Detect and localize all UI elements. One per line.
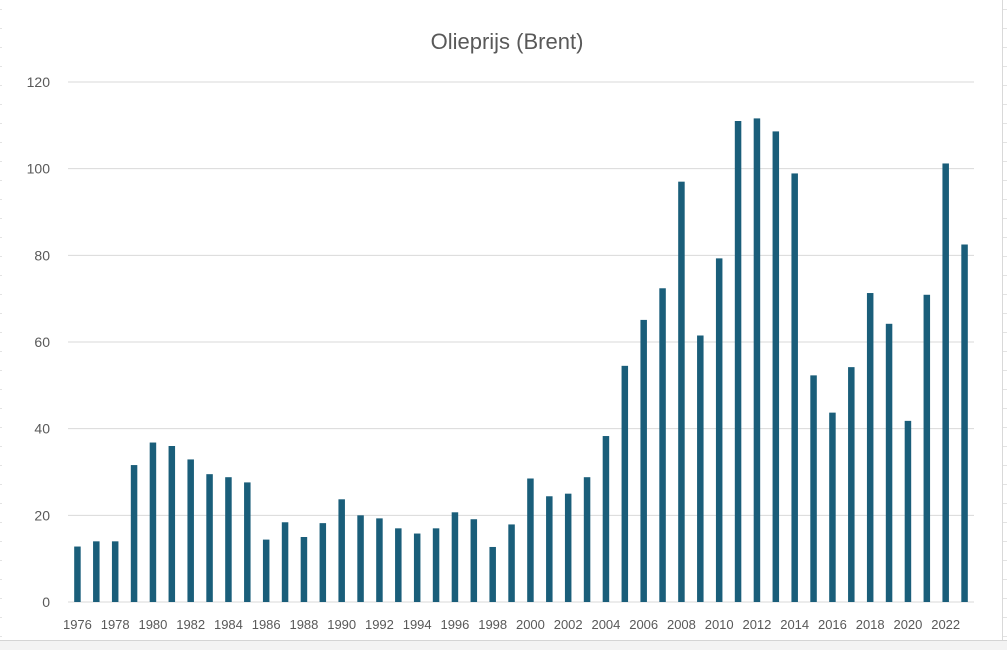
x-tick-label: 2008 <box>667 617 696 632</box>
bar-1999[interactable] <box>508 524 515 602</box>
bar-2001[interactable] <box>546 496 553 602</box>
x-tick-label: 2002 <box>554 617 583 632</box>
x-tick-label: 1976 <box>63 617 92 632</box>
bar-2009[interactable] <box>697 335 704 603</box>
bar-2010[interactable] <box>715 258 723 602</box>
bar-1979[interactable] <box>130 465 138 602</box>
x-tick-label: 1982 <box>176 617 205 632</box>
bar-1984[interactable] <box>225 477 232 602</box>
bar-1986[interactable] <box>262 539 270 602</box>
x-tick-label: 2016 <box>818 617 847 632</box>
x-tick-label: 1986 <box>252 617 281 632</box>
bar-2012[interactable] <box>753 118 761 603</box>
x-tick-label: 2014 <box>780 617 809 632</box>
bar-2020[interactable] <box>904 420 912 602</box>
y-tick-label: 0 <box>42 594 50 610</box>
bar-1988[interactable] <box>300 537 308 602</box>
x-tick-label: 2022 <box>931 617 960 632</box>
bars <box>74 118 968 603</box>
bar-1983[interactable] <box>206 474 213 602</box>
bar-2007[interactable] <box>659 288 666 602</box>
x-tick-label: 1996 <box>440 617 469 632</box>
bar-1985[interactable] <box>244 482 251 602</box>
bar-1987[interactable] <box>281 522 289 602</box>
chart-title[interactable]: Olieprijs (Brent) <box>431 29 584 54</box>
bar-2013[interactable] <box>772 131 780 602</box>
x-axis-labels: 1976 1978 1980 1982 1984 1986 1988 1990 1992 1994… <box>63 617 960 632</box>
bar-2022[interactable] <box>942 163 949 602</box>
y-tick-label: 80 <box>34 247 50 263</box>
x-tick-label: 1990 <box>327 617 356 632</box>
y-tick-label: 20 <box>34 507 50 523</box>
bar-1978[interactable] <box>111 541 119 602</box>
bar-2002[interactable] <box>564 493 572 602</box>
y-tick-label: 120 <box>27 74 51 90</box>
bar-2003[interactable] <box>583 477 591 602</box>
bar-1991[interactable] <box>357 515 364 602</box>
bar-1997[interactable] <box>470 519 478 602</box>
bar-1982[interactable] <box>187 459 194 602</box>
bar-1996[interactable] <box>451 512 459 602</box>
x-tick-label: 1978 <box>101 617 130 632</box>
bar-1977[interactable] <box>93 541 100 602</box>
bar-2017[interactable] <box>848 367 855 602</box>
sheet-bottom-strip <box>0 640 1007 650</box>
bar-2018[interactable] <box>866 293 874 602</box>
bar-1995[interactable] <box>432 528 440 602</box>
bar-1990[interactable] <box>338 499 345 602</box>
bar-2008[interactable] <box>678 181 685 602</box>
chart-area[interactable]: Olieprijs (Brent) 0 20 40 60 80 100 120 1976 19… <box>2 0 1003 640</box>
bar-2000[interactable] <box>527 478 534 603</box>
bar-1976[interactable] <box>74 546 81 602</box>
y-axis-labels: 0 20 40 60 80 100 120 <box>27 74 51 610</box>
bar-1981[interactable] <box>168 446 176 602</box>
gridlines <box>68 81 974 516</box>
y-tick-label: 100 <box>27 161 51 177</box>
bar-2006[interactable] <box>640 319 647 602</box>
bar-2005[interactable] <box>621 365 629 602</box>
x-tick-label: 2010 <box>705 617 734 632</box>
x-tick-label: 2012 <box>742 617 771 632</box>
x-tick-label: 1998 <box>478 617 507 632</box>
x-tick-label: 1980 <box>138 617 167 632</box>
bar-2023[interactable] <box>961 244 968 603</box>
x-tick-label: 2004 <box>591 617 620 632</box>
x-tick-label: 2006 <box>629 617 658 632</box>
y-tick-label: 40 <box>34 421 50 437</box>
bar-1992[interactable] <box>376 518 383 602</box>
bar-2011[interactable] <box>734 121 742 602</box>
bar-2021[interactable] <box>923 294 931 602</box>
x-tick-label: 2018 <box>856 617 885 632</box>
x-tick-label: 1988 <box>289 617 318 632</box>
x-tick-label: 1992 <box>365 617 394 632</box>
bar-2019[interactable] <box>885 323 893 602</box>
y-tick-label: 60 <box>34 334 50 350</box>
bar-2014[interactable] <box>791 173 798 602</box>
bar-1989[interactable] <box>319 523 327 602</box>
bar-2015[interactable] <box>810 375 817 602</box>
bar-2004[interactable] <box>602 436 610 602</box>
bar-2016[interactable] <box>829 412 836 602</box>
bar-1998[interactable] <box>489 546 496 602</box>
bar-1980[interactable] <box>149 442 157 602</box>
x-tick-label: 2000 <box>516 617 545 632</box>
x-tick-label: 1994 <box>403 617 432 632</box>
bar-1993[interactable] <box>395 528 402 602</box>
x-tick-label: 2020 <box>893 617 922 632</box>
x-tick-label: 1984 <box>214 617 243 632</box>
bar-1994[interactable] <box>413 533 421 602</box>
